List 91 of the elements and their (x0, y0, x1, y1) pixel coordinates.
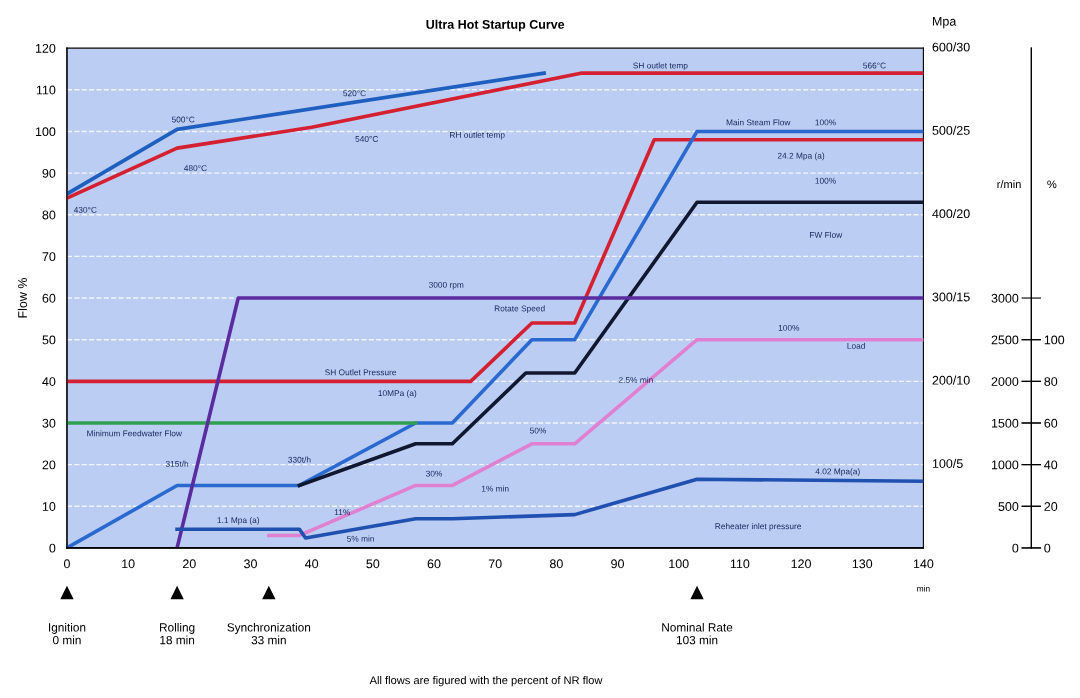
annotation: 5% min (347, 535, 374, 542)
y3-tick-label: 1000 (991, 460, 1019, 470)
y2-tick-label: 40 (1044, 460, 1058, 470)
text: 100/5 (932, 458, 963, 468)
y3-tick-label: 500 (998, 502, 1019, 511)
annotation: 520°C (343, 90, 366, 97)
y2-tick-label: 20 (1044, 502, 1058, 511)
y2-tick-label: 100 (1044, 335, 1065, 345)
x-tick-label: 110 (730, 559, 750, 569)
x-tick-label: 130 (852, 559, 873, 569)
annotation: 11% (334, 509, 350, 516)
y-tick-label: 10 (42, 502, 56, 511)
y2-tick-label: 0 (1044, 543, 1051, 553)
y3-tick-label: 0 (1012, 543, 1019, 553)
annotation: SH Outlet Pressure (325, 369, 397, 376)
annotation: 100% (815, 177, 836, 184)
text: 200/10 (932, 375, 970, 385)
annotation: 30% (425, 470, 443, 477)
y3-axis-title: r/min (997, 180, 1021, 189)
text: 600/30 (932, 42, 970, 52)
y-tick-label: 60 (42, 293, 56, 303)
annotation: 1% min (481, 485, 509, 492)
text: 400/20 (932, 208, 970, 219)
y-axis-title: Flow % (17, 278, 27, 318)
annotation: Reheater inlet pressure (715, 523, 802, 531)
annotation: RH outlet temp (450, 131, 505, 140)
y-tick-label: 100 (35, 127, 56, 137)
y3-tick-label: 2000 (991, 377, 1019, 386)
annotation: 100% (815, 119, 836, 126)
text: Nominal Rate 103 min (662, 622, 733, 645)
annotation: 315t/h (165, 460, 189, 467)
annotation: 100% (778, 324, 800, 331)
annotation: 24.2 Mpa (a) (777, 152, 825, 161)
annotation: 566°C (863, 62, 886, 69)
y-tick-label: 30 (42, 418, 56, 428)
y3-tick-label: 2500 (991, 335, 1019, 345)
annotation: 2.5% min (618, 376, 653, 383)
x-tick-label: 40 (304, 559, 319, 569)
annotation: Load (847, 342, 865, 349)
y-tick-label: 70 (42, 252, 56, 262)
x-tick-label: 10 (122, 559, 135, 569)
y2-axis-title: % (1047, 180, 1057, 189)
text: Synchronization 33 min (227, 622, 311, 645)
x-tick-label: 140 (913, 559, 934, 569)
annotation: 330t/h (288, 456, 311, 463)
y2-tick-label: 60 (1044, 418, 1058, 428)
annotation: Rotate Speed (494, 305, 545, 314)
annotation: Minimum Feedwater Flow (87, 430, 182, 437)
text: Ignition 0 min (49, 622, 86, 645)
annotation: 10MPa (a) (378, 389, 417, 398)
text: Rolling 18 min (160, 622, 195, 645)
line-series (175, 477, 924, 540)
chart-title: Ultra Hot Startup Curve (426, 19, 565, 32)
y-tick-label: 120 (35, 43, 56, 53)
text: 500/25 (932, 125, 970, 135)
annotation: FW Flow (810, 231, 843, 238)
annotation: 500°C (171, 116, 195, 123)
x-tick-label: 90 (611, 559, 624, 569)
y-tick-label: 40 (42, 377, 56, 386)
annotation: 4.02 Mpa(a) (815, 468, 860, 477)
annotation: 50% (530, 427, 547, 434)
annotation: 430°C (73, 206, 97, 213)
annotation: SH outlet temp (633, 62, 688, 71)
x-tick-label: 100 (669, 559, 689, 569)
y-tick-label: 20 (42, 460, 56, 470)
y3-tick-label: 1500 (991, 418, 1019, 428)
y-tick-label: 110 (36, 85, 56, 95)
annotation: Main Steam Flow (726, 119, 791, 126)
x-tick-label: 0 (63, 559, 70, 569)
x-tick-label: 60 (427, 559, 441, 569)
annotation: 480°C (183, 165, 207, 172)
y3-tick-label: 3000 (991, 293, 1019, 303)
x-tick-label: 20 (182, 559, 196, 569)
annotation: 1.1 Mpa (a) (217, 516, 260, 525)
x-axis-title: min (917, 585, 930, 592)
line-series (66, 71, 924, 200)
x-tick-label: 30 (244, 559, 257, 569)
annotation: 3000 rpm (428, 281, 464, 290)
x-tick-label: 120 (791, 559, 811, 569)
x-tick-label: 50 (366, 559, 380, 569)
y2-tick-label: 80 (1044, 377, 1058, 386)
text: 300/15 (932, 292, 970, 302)
y-tick-label: 90 (42, 168, 56, 178)
y-tick-label: 0 (49, 543, 56, 553)
y-tick-label: 80 (42, 210, 56, 220)
text: Mpa (932, 16, 957, 29)
x-tick-label: 70 (488, 559, 502, 569)
x-tick-label: 80 (549, 559, 563, 569)
y-tick-label: 50 (42, 335, 56, 345)
text: All flows are figured with the percent of NR flow (369, 675, 603, 687)
annotation: 540°C (355, 135, 379, 142)
